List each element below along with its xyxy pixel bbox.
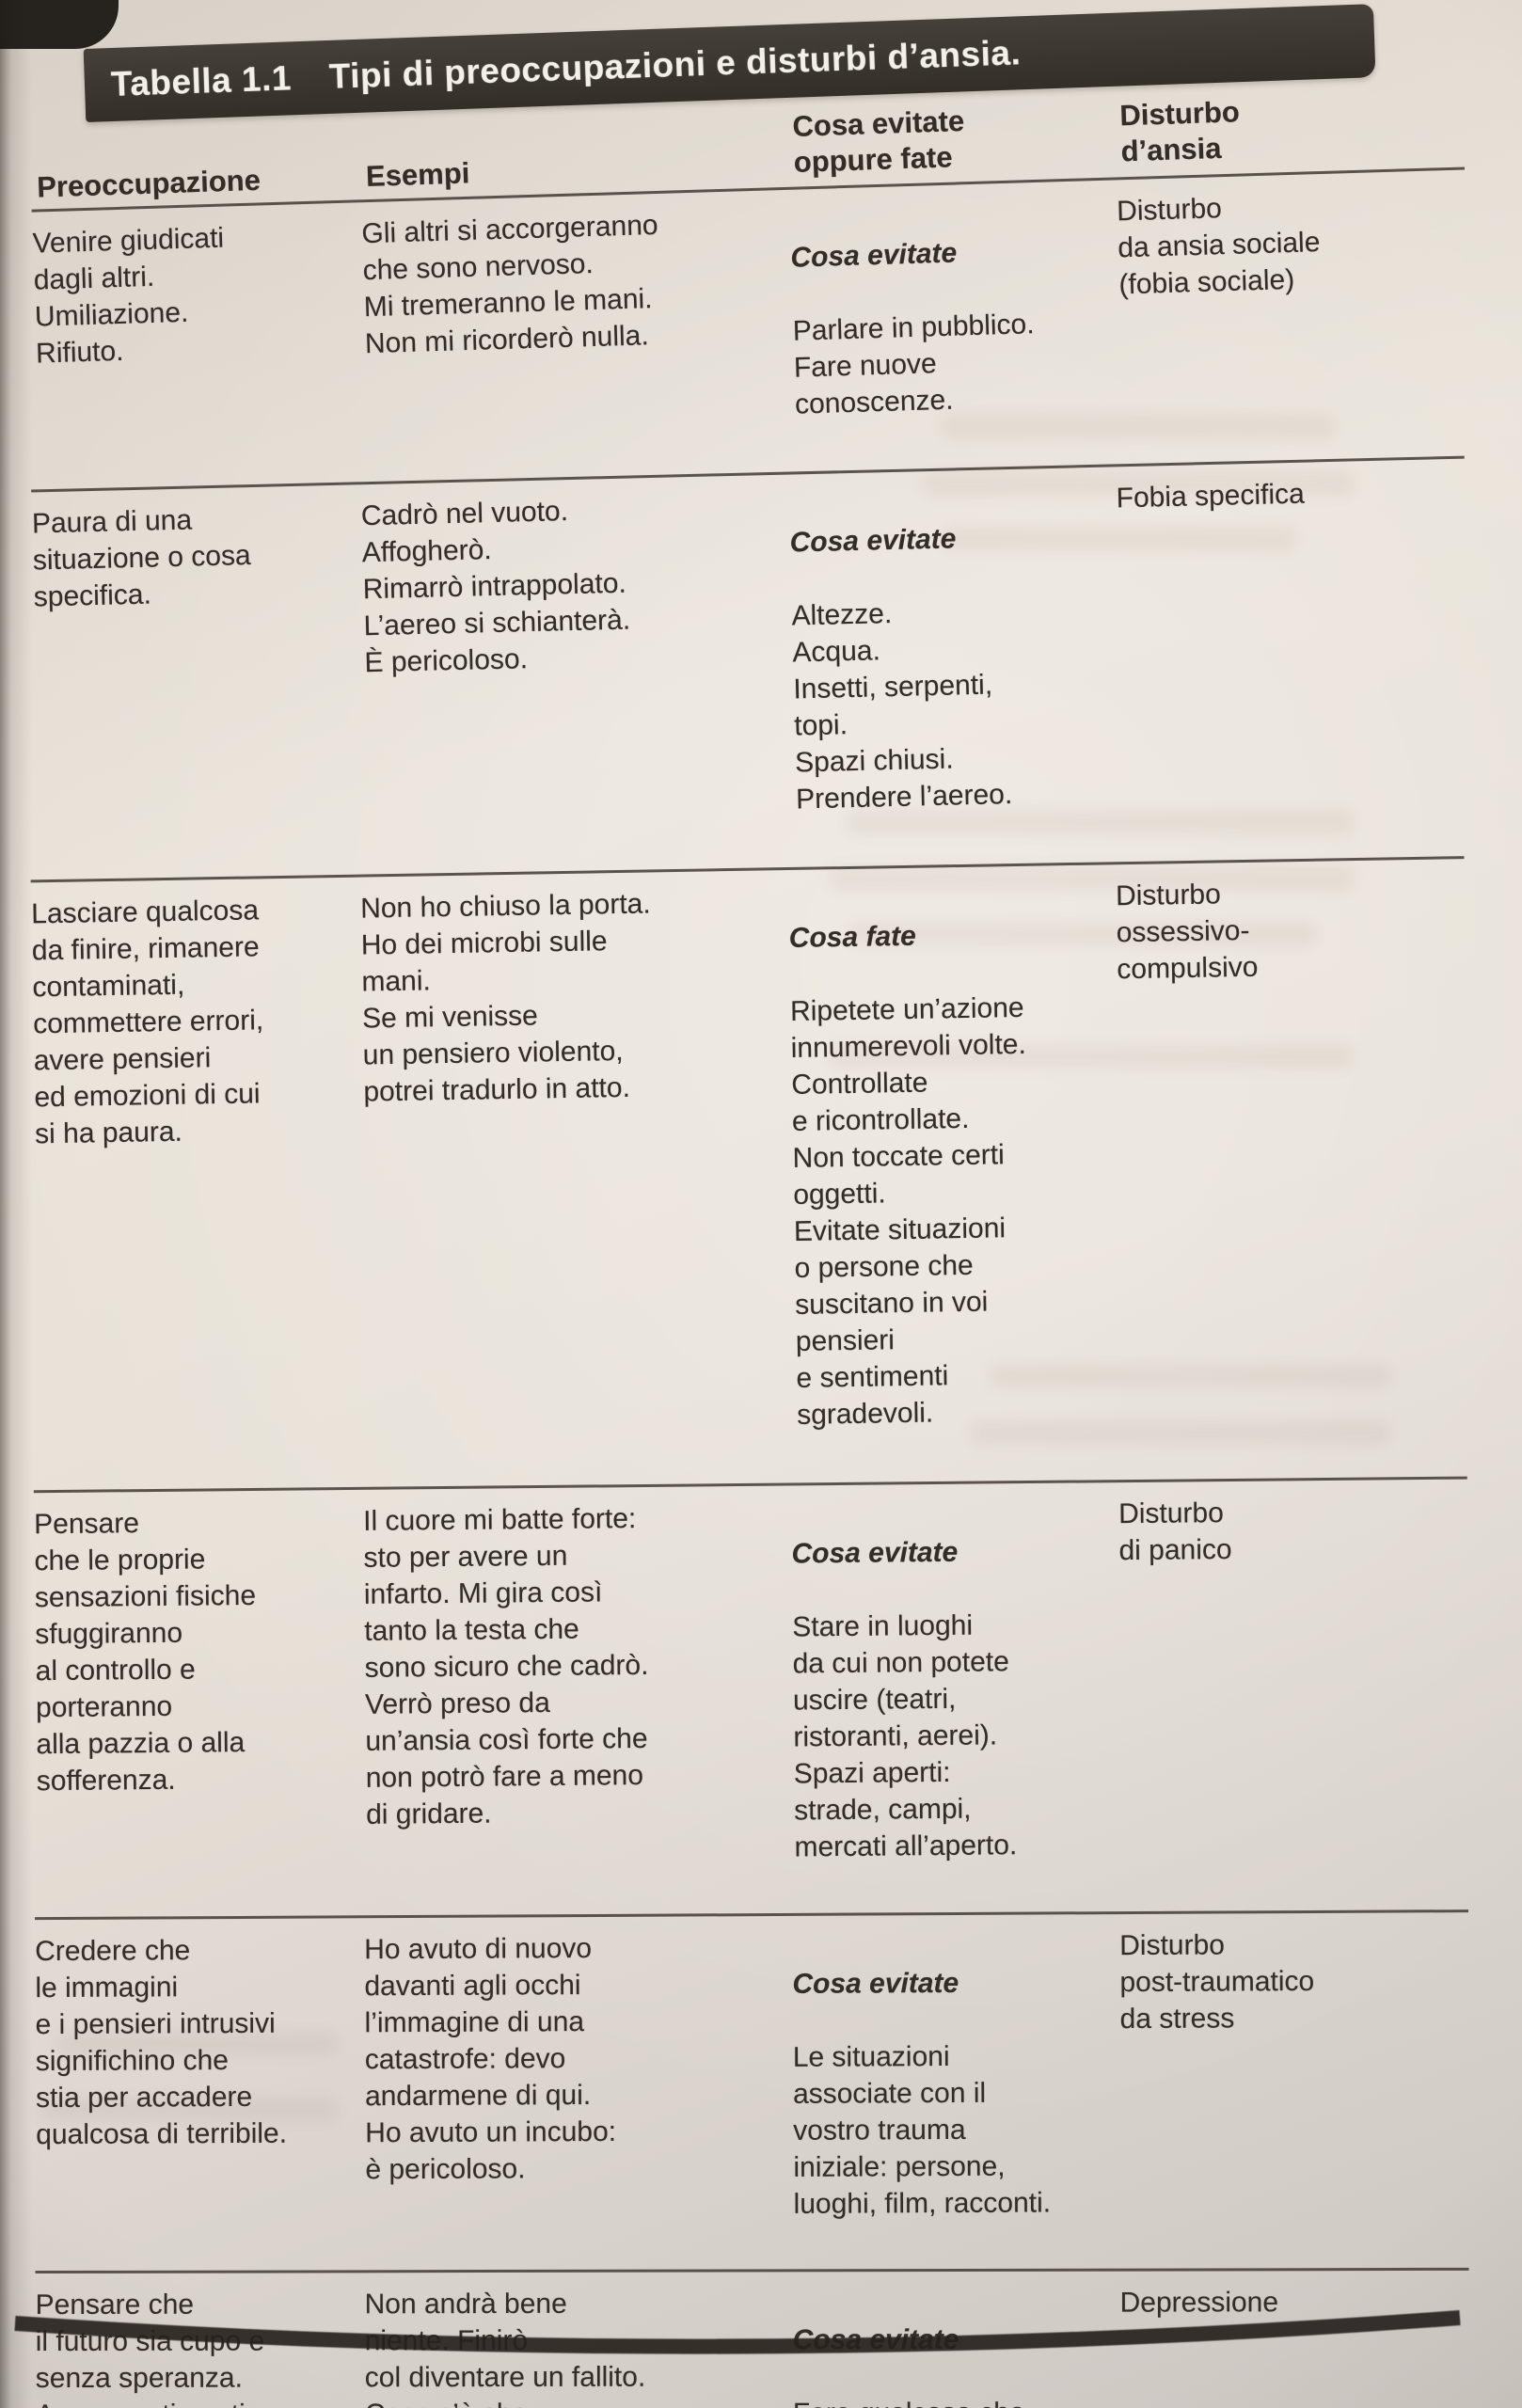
cell-disturbo: Fobia specifica	[1116, 478, 1306, 515]
page-corner-shadow	[0, 0, 119, 49]
table-row: Credere che le immagini e i pensieri int…	[35, 1909, 1470, 2272]
cosa-text: Parlare in pubblico. Fare nuove conoscen…	[792, 309, 1035, 420]
cell-disturbo: Disturbo da ansia sociale (fobia sociale…	[1116, 193, 1321, 301]
cell-preoccupazione: Paura di una situazione o cosa specifica…	[31, 504, 252, 613]
cell-disturbo: Depressione	[1119, 2287, 1279, 2319]
cell-preoccupazione: Lasciare qualcosa da finire, rimanere co…	[30, 895, 264, 1150]
cell-disturbo: Disturbo di panico	[1118, 1497, 1232, 1567]
cell-disturbo: Disturbo ossessivo- compulsivo	[1115, 879, 1259, 986]
cell-preoccupazione: Pensare che il futuro sia cupo e senza s…	[35, 2289, 265, 2408]
cosa-text: Fare qualcosa che vi aiuti: incontrare a…	[793, 2395, 1104, 2408]
cosa-text: Le situazioni associate con il vostro tr…	[792, 2041, 1052, 2220]
table-row: Venire giudicati dagli altri. Umiliazion…	[31, 166, 1473, 490]
cell-esempi: Il cuore mi batte forte: sto per avere u…	[362, 1503, 649, 1830]
cell-cosa: Cosa evitate Stare in luoghi da cui non …	[791, 1482, 1122, 1909]
table-row: Lasciare qualcosa da finire, rimanere co…	[30, 856, 1475, 1491]
cell-esempi: Non ho chiuso la porta. Ho dei microbi s…	[359, 888, 651, 1108]
cosa-label: Cosa evitate	[789, 237, 958, 274]
bleedthrough-smudge	[828, 865, 1355, 892]
bleedthrough-smudge	[941, 527, 1298, 551]
cell-esempi: Gli altri si accorgeranno che sono nervo…	[361, 209, 659, 360]
book-gutter-shadow	[0, 0, 32, 2408]
anxiety-table: Preoccupazione Esempi Cosa evitate oppur…	[30, 94, 1475, 2408]
cell-cosa: Cosa evitate Fare qualcosa che vi aiuti:…	[793, 2272, 1121, 2408]
bleedthrough-smudge	[38, 2098, 339, 2122]
bleedthrough-smudge	[847, 922, 1317, 946]
bleedthrough-smudge	[969, 1420, 1392, 1445]
bleedthrough-smudge	[922, 470, 1355, 497]
cosa-text: Ripetete un’azione innumerevoli volte. C…	[789, 991, 1027, 1431]
table-row: Paura di una situazione o cosa specifica…	[31, 455, 1474, 880]
cell-cosa: Cosa evitate Parlare in pubblico. Fare n…	[788, 180, 1124, 467]
column-header-preoccupazione: Preoccupazione	[36, 163, 262, 204]
cosa-label: Cosa evitate	[792, 2323, 959, 2356]
cell-preoccupazione: Credere che le immagini e i pensieri int…	[35, 1935, 288, 2151]
cosa-label: Cosa evitate	[789, 523, 957, 559]
bleedthrough-smudge	[988, 1364, 1392, 1388]
cosa-label: Cosa fate	[788, 920, 917, 955]
cosa-label: Cosa evitate	[791, 1536, 959, 1570]
cell-preoccupazione: Pensare che le proprie sensazioni fisich…	[34, 1508, 257, 1798]
cosa-text: Stare in luoghi da cui non potete uscire…	[792, 1609, 1018, 1863]
cosa-text: Altezze. Acqua. Insetti, serpenti, topi.…	[791, 598, 1013, 816]
bleedthrough-smudge	[941, 414, 1336, 440]
column-header-cosa-evitate: Cosa evitate oppure fate	[791, 103, 965, 179]
cell-disturbo: Disturbo post-traumatico da stress	[1119, 1929, 1315, 2036]
table-row: Pensare che il futuro sia cupo e senza s…	[35, 2267, 1470, 2408]
cell-esempi: Cadrò nel vuoto. Affogherò. Rimarrò intr…	[360, 496, 631, 679]
cell-esempi: Ho avuto di nuovo davanti agli occhi l’i…	[364, 1933, 617, 2186]
cell-esempi: Non andrà bene niente. Finirò col divent…	[364, 2288, 646, 2408]
bleedthrough-smudge	[847, 809, 1355, 835]
cosa-label: Cosa evitate	[792, 1967, 959, 2000]
table-row: Pensare che le proprie sensazioni fisich…	[33, 1476, 1472, 1918]
cell-cosa: Cosa evitate Le situazioni associate con…	[792, 1914, 1121, 2267]
cell-cosa: Cosa fate Ripetete un’azione innumerevol…	[788, 864, 1126, 1478]
cell-cosa: Cosa evitate Altezze. Acqua. Insetti, se…	[788, 467, 1125, 862]
cell-preoccupazione: Venire giudicati dagli altri. Umiliazion…	[32, 222, 225, 370]
bleedthrough-smudge	[828, 1044, 1355, 1069]
bleedthrough-smudge	[56, 2032, 339, 2056]
column-header-disturbo: Disturbo d’ansia	[1118, 95, 1241, 168]
